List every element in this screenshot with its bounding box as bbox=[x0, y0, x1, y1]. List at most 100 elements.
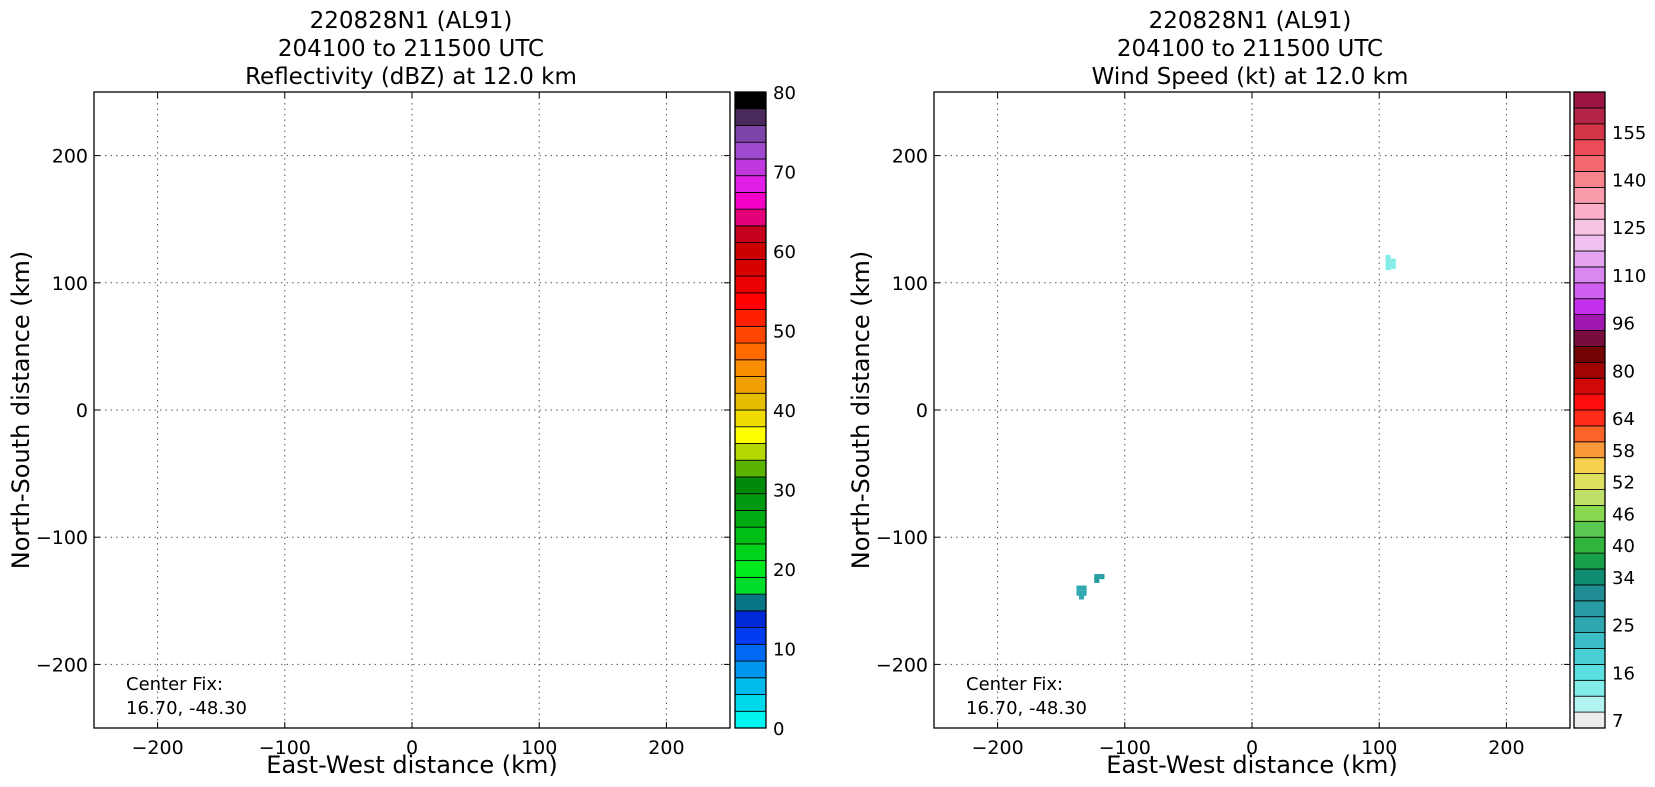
reflectivity-y-axis-label: North-South distance (km) bbox=[7, 251, 35, 570]
wind-speed-title-line-2: 204100 to 211500 UTC bbox=[1117, 36, 1383, 62]
wind-speed-colorbar-tick-label: 52 bbox=[1612, 473, 1635, 494]
reflectivity-colorbar-segment bbox=[734, 510, 767, 528]
wind-speed-colorbar-tick-label: 25 bbox=[1612, 616, 1635, 637]
reflectivity-colorbar-tick-label: 70 bbox=[773, 163, 796, 184]
reflectivity-colorbar-segment bbox=[734, 443, 767, 461]
wind-speed-colorbar-segment bbox=[1573, 425, 1606, 443]
reflectivity-colorbar-segment bbox=[734, 677, 767, 695]
reflectivity-plot-area bbox=[94, 92, 730, 728]
wind-speed-colorbar-tick-label: 125 bbox=[1612, 218, 1646, 239]
wind-speed-colorbar-segment bbox=[1573, 568, 1606, 586]
reflectivity-colorbar-segment bbox=[734, 543, 767, 562]
wind-speed-y-axis-label: North-South distance (km) bbox=[847, 251, 875, 570]
wind-speed-data-cell bbox=[1094, 574, 1100, 580]
wind-speed-colorbar-segment bbox=[1573, 473, 1606, 490]
wind-speed-colorbar-segment bbox=[1573, 314, 1606, 331]
wind-speed-colorbar-tick-label: 110 bbox=[1612, 266, 1646, 287]
reflectivity-colorbar-segment bbox=[734, 292, 767, 310]
reflectivity-x-tick-label: 0 bbox=[406, 737, 418, 759]
reflectivity-colorbar-segment bbox=[734, 376, 767, 394]
wind-speed-colorbar-segment bbox=[1573, 489, 1606, 506]
wind-speed-y-tick-label: 200 bbox=[892, 146, 928, 168]
wind-speed-colorbar-tick-label: 96 bbox=[1612, 314, 1635, 335]
reflectivity-y-tick-label: 0 bbox=[76, 400, 88, 422]
wind-speed-colorbar-segment bbox=[1573, 250, 1606, 268]
wind-speed-colorbar-segment bbox=[1573, 441, 1606, 459]
reflectivity-colorbar-tick-label: 80 bbox=[773, 83, 796, 104]
wind-speed-panel: 220828N1 (AL91) 204100 to 211500 UTC Win… bbox=[847, 8, 1646, 779]
wind-speed-center-fix-value: 16.70, -48.30 bbox=[966, 698, 1087, 719]
reflectivity-x-tick-label: 100 bbox=[521, 737, 557, 759]
reflectivity-y-tick-label: 100 bbox=[52, 273, 88, 295]
wind-speed-data-cell bbox=[1385, 254, 1391, 260]
wind-speed-colorbar-segment bbox=[1573, 123, 1606, 141]
wind-speed-colorbar-segment bbox=[1573, 504, 1606, 522]
wind-speed-y-tick-label: 100 bbox=[892, 273, 928, 295]
reflectivity-x-ticks: −200 −100 0 100 200 bbox=[132, 92, 685, 759]
reflectivity-colorbar-segment bbox=[734, 258, 767, 277]
wind-speed-colorbar-segment bbox=[1573, 600, 1606, 618]
wind-speed-data-cell bbox=[1079, 594, 1085, 600]
reflectivity-colorbar-tick-label: 10 bbox=[773, 640, 796, 661]
wind-speed-colorbar-segment bbox=[1573, 298, 1606, 316]
reflectivity-y-ticks: −200 −100 0 100 200 bbox=[36, 146, 730, 676]
wind-speed-colorbar-segment bbox=[1573, 107, 1606, 125]
wind-speed-x-tick-label: 200 bbox=[1488, 737, 1524, 759]
wind-speed-colorbar-segment bbox=[1573, 218, 1606, 236]
reflectivity-x-tick-label: −100 bbox=[259, 737, 311, 759]
reflectivity-colorbar-segment bbox=[734, 643, 767, 662]
reflectivity-x-tick-label: 200 bbox=[648, 737, 684, 759]
wind-speed-colorbar-segment bbox=[1573, 648, 1606, 665]
reflectivity-x-axis-label: East-West distance (km) bbox=[266, 751, 557, 779]
reflectivity-colorbar-segment bbox=[734, 459, 767, 478]
wind-speed-colorbar-segment bbox=[1573, 282, 1606, 300]
wind-speed-colorbar-tick-label: 16 bbox=[1612, 663, 1635, 684]
wind-speed-colorbar-tick-label: 58 bbox=[1612, 441, 1635, 462]
wind-speed-colorbar-segment bbox=[1573, 186, 1606, 204]
wind-speed-colorbar-segment bbox=[1573, 616, 1606, 634]
reflectivity-colorbar-segment bbox=[734, 342, 767, 361]
reflectivity-colorbar-segment bbox=[734, 660, 767, 679]
reflectivity-colorbar-segment bbox=[734, 208, 767, 227]
wind-speed-y-tick-label: 0 bbox=[916, 400, 928, 422]
reflectivity-colorbar-segment bbox=[734, 526, 767, 545]
reflectivity-colorbar-frame bbox=[734, 91, 767, 729]
reflectivity-colorbar-segment bbox=[734, 710, 767, 729]
reflectivity-colorbar-segment bbox=[734, 610, 767, 628]
reflectivity-colorbar-segment bbox=[734, 409, 767, 428]
wind-speed-x-tick-label: −100 bbox=[1099, 737, 1151, 759]
reflectivity-y-tick-label: 200 bbox=[52, 146, 88, 168]
wind-speed-colorbar-segment bbox=[1573, 266, 1606, 284]
wind-speed-x-axis-label: East-West distance (km) bbox=[1106, 751, 1397, 779]
reflectivity-x-tick-label: −200 bbox=[132, 737, 184, 759]
reflectivity-colorbar-segment bbox=[734, 158, 767, 177]
wind-speed-data-cell bbox=[1094, 577, 1100, 583]
reflectivity-colorbar-segment bbox=[734, 476, 767, 495]
reflectivity-colorbar-tick-label: 20 bbox=[773, 560, 796, 581]
reflectivity-colorbar-segment bbox=[734, 192, 767, 210]
reflectivity-colorbar-segment bbox=[734, 309, 767, 327]
wind-speed-colorbar-tick-label: 46 bbox=[1612, 504, 1635, 525]
wind-speed-colorbar: 7 16 25 34 40 46 52 58 64 80 96 110 125 140 155 bbox=[1573, 91, 1646, 732]
reflectivity-title-line-2: 204100 to 211500 UTC bbox=[278, 36, 544, 62]
reflectivity-colorbar: 0 10 20 30 40 50 60 70 80 bbox=[734, 83, 796, 740]
reflectivity-center-fix-label: Center Fix: bbox=[126, 674, 223, 695]
wind-speed-y-tick-label: −100 bbox=[876, 527, 928, 549]
wind-speed-colorbar-segment bbox=[1573, 552, 1606, 570]
reflectivity-colorbar-segment bbox=[734, 560, 767, 578]
wind-speed-colorbar-tick-label: 155 bbox=[1612, 123, 1646, 144]
wind-speed-data-cells bbox=[1076, 254, 1396, 600]
reflectivity-colorbar-segment bbox=[734, 108, 767, 126]
reflectivity-colorbar-segment bbox=[734, 91, 767, 110]
wind-speed-title-line-3: Wind Speed (kt) at 12.0 km bbox=[1092, 64, 1409, 90]
wind-speed-data-cell bbox=[1385, 259, 1391, 265]
wind-speed-data-cell bbox=[1390, 263, 1396, 269]
wind-speed-data-cell bbox=[1076, 590, 1082, 596]
wind-speed-y-tick-label: −200 bbox=[876, 654, 928, 676]
wind-speed-colorbar-segment bbox=[1573, 664, 1606, 681]
reflectivity-panel: 220828N1 (AL91) 204100 to 211500 UTC Ref… bbox=[7, 8, 796, 779]
wind-speed-colorbar-segment bbox=[1573, 155, 1606, 172]
wind-speed-center-fix-label: Center Fix: bbox=[966, 674, 1063, 695]
wind-speed-x-ticks: −200 −100 0 100 200 bbox=[972, 92, 1525, 759]
reflectivity-y-tick-label: −200 bbox=[36, 654, 88, 676]
